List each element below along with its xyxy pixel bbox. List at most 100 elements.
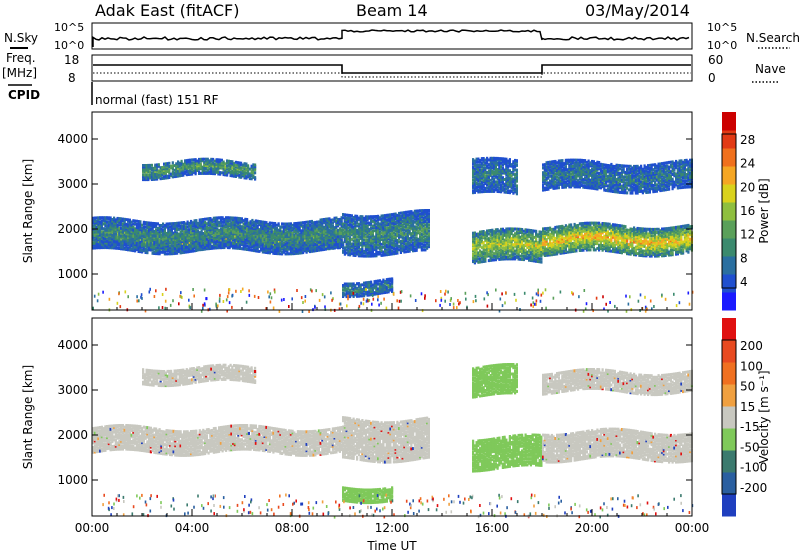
data-cell xyxy=(188,239,191,243)
data-cell xyxy=(144,240,147,244)
data-cell xyxy=(263,241,266,245)
data-cell xyxy=(221,220,224,224)
data-cell xyxy=(125,246,128,250)
data-cell xyxy=(128,239,131,243)
data-cell xyxy=(148,235,151,239)
data-cell xyxy=(211,227,214,231)
data-cell xyxy=(104,216,107,220)
data-cell xyxy=(104,217,107,221)
data-cell xyxy=(179,221,182,225)
data-cell xyxy=(151,243,154,247)
data-cell xyxy=(197,245,200,249)
data-cell xyxy=(272,244,275,248)
data-cell xyxy=(195,241,198,245)
data-cell xyxy=(191,240,194,244)
data-cell xyxy=(218,244,221,248)
data-cell xyxy=(104,228,107,232)
data-cell xyxy=(218,238,221,242)
data-cell xyxy=(218,241,221,245)
data-cell xyxy=(142,225,145,229)
data-cell xyxy=(153,222,156,225)
data-cell xyxy=(176,243,179,247)
data-cell xyxy=(142,244,145,248)
data-cell xyxy=(141,239,144,243)
data-cell xyxy=(160,230,163,234)
data-cell xyxy=(158,252,161,256)
data-cell xyxy=(204,217,207,221)
data-cell xyxy=(191,246,194,250)
data-cell xyxy=(211,245,214,249)
data-cell xyxy=(149,240,152,244)
data-cell xyxy=(186,245,189,249)
data-cell xyxy=(109,244,112,248)
data-cell xyxy=(221,224,224,228)
data-cell xyxy=(116,237,119,241)
data-cell xyxy=(205,222,208,226)
data-cell xyxy=(181,235,184,239)
data-cell xyxy=(118,220,121,224)
data-cell xyxy=(113,222,116,226)
data-cell xyxy=(120,241,123,244)
data-cell xyxy=(167,252,170,256)
data-cell xyxy=(130,225,133,229)
data-cell xyxy=(211,240,214,244)
data-cell xyxy=(190,234,193,238)
data-cell xyxy=(109,232,112,236)
data-cell xyxy=(282,247,285,251)
data-cell xyxy=(130,248,133,252)
data-cell xyxy=(127,246,130,250)
data-cell xyxy=(223,235,226,239)
data-cell xyxy=(186,239,189,243)
data-cell xyxy=(202,241,205,245)
data-cell xyxy=(151,251,154,255)
data-cell xyxy=(104,235,107,239)
data-cell xyxy=(209,243,212,247)
data-cell xyxy=(99,230,102,234)
data-cell xyxy=(144,221,147,225)
data-cell xyxy=(109,225,112,229)
data-cell xyxy=(141,226,144,230)
data-cell xyxy=(100,216,103,220)
data-cell xyxy=(144,233,147,237)
data-cell xyxy=(132,231,135,235)
data-cell xyxy=(134,219,137,223)
data-cell xyxy=(204,246,207,250)
data-cell xyxy=(130,233,133,237)
noise-tick-top-right: 10^5 xyxy=(707,21,737,34)
data-cell xyxy=(114,245,117,249)
data-cell xyxy=(151,234,154,238)
data-cell xyxy=(198,223,201,227)
data-cell xyxy=(169,228,172,232)
data-cell xyxy=(198,235,201,239)
data-cell xyxy=(114,240,117,244)
data-cell xyxy=(188,250,191,254)
data-cell xyxy=(120,231,123,235)
data-cell xyxy=(106,232,109,235)
data-cell xyxy=(188,228,191,232)
data-cell xyxy=(148,243,151,247)
data-cell xyxy=(221,216,224,220)
data-cell xyxy=(223,236,226,240)
data-cell xyxy=(111,221,114,225)
data-cell xyxy=(109,219,112,223)
data-cell xyxy=(92,238,95,242)
data-cell xyxy=(141,242,144,246)
data-cell xyxy=(207,222,210,225)
data-cell xyxy=(93,216,96,220)
data-cell xyxy=(156,247,159,251)
data-cell xyxy=(167,242,170,246)
data-cell xyxy=(195,223,198,227)
data-cell xyxy=(153,229,156,233)
data-cell xyxy=(180,159,183,163)
data-cell xyxy=(134,243,137,247)
cpid-panel: CPID normal (fast) 151 RF xyxy=(8,82,219,107)
data-cell xyxy=(137,250,140,253)
data-cell xyxy=(158,238,161,242)
data-cell xyxy=(162,247,165,251)
data-cell xyxy=(176,234,179,238)
data-cell xyxy=(198,220,201,224)
data-cell xyxy=(134,244,137,248)
data-cell xyxy=(199,162,202,166)
data-cell xyxy=(123,236,126,240)
